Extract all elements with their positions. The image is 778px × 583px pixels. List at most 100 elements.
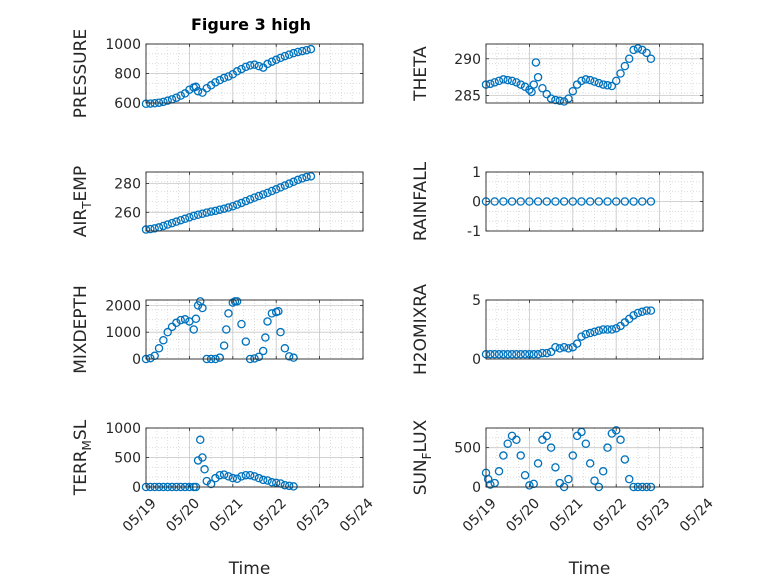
data-point — [274, 307, 283, 316]
data-point — [176, 215, 185, 225]
data-point — [486, 79, 495, 89]
data-point — [642, 48, 651, 58]
data-point — [224, 203, 233, 212]
data-point — [302, 45, 311, 55]
data-point — [646, 306, 656, 315]
data-point — [611, 197, 621, 206]
data-point — [594, 197, 604, 206]
data-point — [581, 329, 591, 339]
data-point — [219, 204, 229, 213]
data-point — [516, 80, 525, 89]
data-point — [616, 69, 625, 78]
data-point — [146, 99, 155, 108]
subplot-theta: 285 290 THETA — [411, 43, 704, 106]
data-point — [568, 451, 578, 460]
y-tick-label: 0 — [472, 195, 481, 211]
data-point — [494, 76, 504, 86]
subplot-air-temp: 260 280 AIRTEMP — [71, 166, 364, 238]
data-point — [629, 197, 638, 206]
data-point — [289, 177, 298, 187]
data-point — [581, 75, 591, 84]
data-point — [590, 77, 599, 86]
data-point — [607, 81, 617, 91]
data-point — [211, 206, 220, 216]
data-point — [222, 325, 231, 334]
data-point — [280, 51, 290, 61]
data-point — [598, 325, 608, 334]
data-point — [254, 473, 264, 483]
data-point — [512, 435, 521, 445]
data-point — [306, 172, 316, 181]
axes-box — [145, 171, 364, 232]
data-point — [280, 181, 290, 190]
data-point — [284, 50, 294, 59]
data-point — [232, 474, 242, 483]
data-point — [185, 213, 194, 222]
subplot-mixdepth: 0 1000 2000 MIXDEPTH — [71, 285, 364, 374]
data-point — [633, 308, 643, 318]
data-point — [276, 183, 285, 192]
data-point — [516, 350, 525, 359]
data-point — [146, 353, 155, 363]
data-point — [146, 224, 155, 234]
data-point — [284, 481, 294, 491]
major-grid — [486, 172, 703, 231]
data-point — [258, 346, 268, 356]
data-point — [551, 95, 560, 105]
data-point — [245, 470, 255, 480]
data-point — [254, 61, 264, 71]
y-axis-label: MIXDEPTH — [71, 285, 91, 374]
data-point — [195, 435, 205, 445]
data-point — [219, 470, 229, 479]
y-tick-label: 0 — [472, 352, 481, 368]
data-point — [254, 352, 264, 362]
data-point — [598, 80, 608, 89]
y-axis-label-base: TERR — [71, 450, 91, 496]
subplot-h2omixra: 0 5 H2OMIXRA — [411, 284, 704, 375]
data-point — [533, 197, 543, 206]
y-tick-label: 500 — [454, 441, 481, 457]
data-point — [289, 353, 298, 362]
x-axis-label: Time — [228, 559, 271, 579]
major-grid — [529, 300, 660, 359]
data-point — [494, 467, 504, 476]
y-axis-label-base: AIR — [71, 209, 91, 238]
data-series — [141, 297, 298, 364]
data-point — [611, 324, 621, 333]
data-point — [163, 96, 172, 105]
data-point — [241, 337, 251, 346]
y-axis-label-rest: SL — [71, 419, 91, 440]
data-point — [228, 201, 238, 211]
data-point — [607, 325, 617, 334]
data-point — [191, 82, 201, 92]
y-axis-label-subscript: M — [80, 440, 94, 450]
subplot-rainfall: -1 0 1 RAINFALL — [411, 161, 704, 241]
data-point — [172, 318, 181, 328]
data-point — [516, 197, 525, 206]
data-series — [141, 44, 316, 108]
data-point — [219, 73, 229, 83]
data-point — [306, 44, 316, 54]
data-point — [620, 197, 630, 206]
data-point — [206, 479, 216, 489]
y-tick-label: 1 — [472, 165, 481, 181]
data-point — [507, 76, 517, 86]
data-point — [215, 470, 225, 480]
data-point — [499, 197, 508, 206]
data-point — [276, 53, 285, 63]
data-point — [603, 325, 612, 334]
data-point — [516, 451, 525, 460]
data-point — [267, 57, 277, 66]
data-point — [237, 198, 246, 208]
y-tick-label: 800 — [114, 67, 141, 83]
data-point — [499, 451, 508, 460]
data-point — [241, 196, 251, 206]
data-point — [483, 474, 493, 484]
data-point — [564, 344, 573, 353]
data-point — [551, 463, 560, 472]
data-point — [198, 88, 207, 97]
y-axis-label: THETA — [411, 46, 431, 102]
y-axis-label-base: SUN — [411, 459, 431, 495]
data-point — [191, 314, 201, 324]
data-point — [193, 301, 203, 310]
